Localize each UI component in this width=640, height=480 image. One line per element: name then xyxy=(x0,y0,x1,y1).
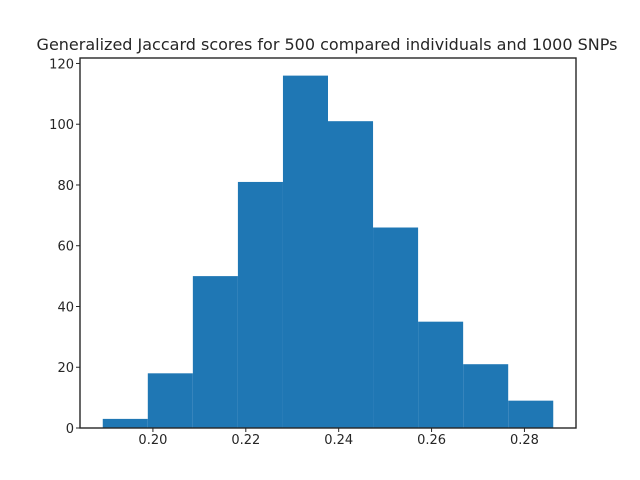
y-tick-label-3: 60 xyxy=(57,240,74,255)
histogram-bar-1 xyxy=(147,373,193,428)
histogram-bar-6 xyxy=(373,227,419,428)
y-tick-label-1: 20 xyxy=(57,361,74,376)
x-tick-label-4: 0.28 xyxy=(510,433,539,448)
y-tick-label-5: 100 xyxy=(49,118,74,133)
x-tick-label-3: 0.26 xyxy=(417,433,446,448)
histogram-bar-4 xyxy=(282,75,328,428)
histogram-bar-3 xyxy=(237,181,283,428)
y-axis: 0 20 40 60 80 100 120 xyxy=(49,57,80,437)
y-tick-label-0: 0 xyxy=(66,422,74,437)
chart-title: Generalized Jaccard scores for 500 compa… xyxy=(37,35,618,54)
x-tick-label-1: 0.22 xyxy=(231,433,260,448)
histogram-bar-8 xyxy=(463,364,509,428)
y-tick-label-2: 40 xyxy=(57,300,74,315)
y-tick-label-4: 80 xyxy=(57,179,74,194)
histogram-bar-7 xyxy=(418,321,464,428)
histogram-bar-0 xyxy=(102,418,148,428)
plot-frame xyxy=(79,57,577,429)
x-tick-label-2: 0.24 xyxy=(324,433,353,448)
histogram-bar-5 xyxy=(328,121,374,428)
histogram-bar-9 xyxy=(508,400,554,428)
y-tick-label-6: 120 xyxy=(49,57,74,72)
bars-group xyxy=(102,75,554,428)
x-axis: 0.20 0.22 0.24 0.26 0.28 xyxy=(138,428,539,448)
histogram-bar-2 xyxy=(192,276,238,428)
x-tick-label-0: 0.20 xyxy=(138,433,167,448)
